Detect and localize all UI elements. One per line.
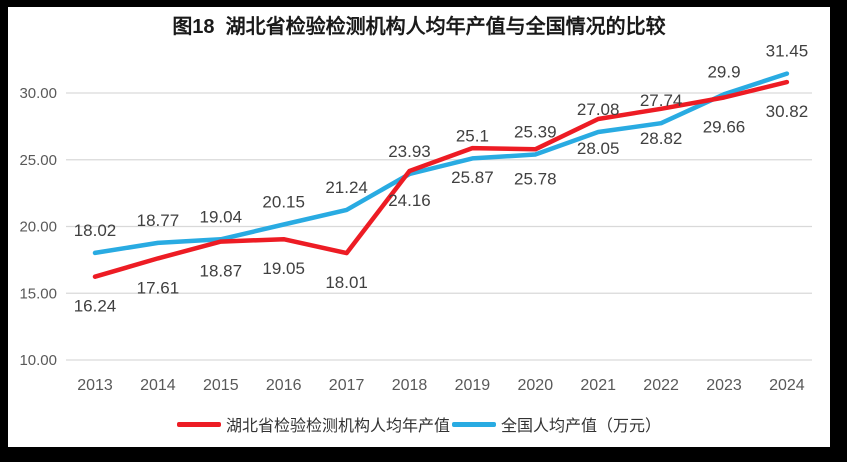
data-label: 18.01 bbox=[325, 273, 368, 292]
x-axis-tick-label: 2020 bbox=[518, 377, 554, 394]
legend-label-national: 全国人均产值（万元） bbox=[501, 418, 662, 435]
data-label: 18.77 bbox=[137, 211, 180, 230]
data-label: 23.93 bbox=[388, 142, 431, 161]
x-axis-tick-label: 2019 bbox=[455, 377, 491, 394]
data-label: 27.74 bbox=[640, 91, 683, 110]
data-label: 25.39 bbox=[514, 123, 557, 142]
x-axis-tick-label: 2016 bbox=[266, 377, 302, 394]
data-label: 29.9 bbox=[707, 62, 740, 81]
x-axis-tick-label: 2024 bbox=[769, 377, 805, 394]
x-axis-tick-label: 2018 bbox=[392, 377, 428, 394]
legend-item-national: 全国人均产值（万元） bbox=[452, 412, 661, 436]
data-label: 16.24 bbox=[74, 297, 117, 316]
data-label: 20.15 bbox=[262, 192, 305, 211]
data-label: 31.45 bbox=[766, 42, 809, 61]
legend-label-hubei: 湖北省检验检测机构人均年产值 bbox=[225, 418, 450, 435]
data-label: 25.87 bbox=[451, 168, 494, 187]
x-axis-tick-label: 2014 bbox=[140, 377, 176, 394]
y-axis-tick-label: 15.00 bbox=[19, 285, 57, 302]
data-label: 30.82 bbox=[766, 102, 809, 121]
data-label: 28.82 bbox=[640, 129, 683, 148]
data-label: 29.66 bbox=[703, 118, 746, 137]
y-axis-tick-label: 10.00 bbox=[19, 352, 57, 369]
data-label: 21.24 bbox=[325, 178, 368, 197]
data-label: 18.02 bbox=[74, 221, 117, 240]
y-axis-tick-label: 20.00 bbox=[19, 219, 57, 236]
data-label: 24.16 bbox=[388, 191, 431, 210]
data-label: 19.05 bbox=[262, 259, 305, 278]
x-axis-tick-label: 2017 bbox=[329, 377, 365, 394]
legend-line-national-icon bbox=[452, 421, 496, 427]
data-label: 18.87 bbox=[200, 262, 243, 281]
data-label: 25.78 bbox=[514, 169, 557, 188]
chart-title: 图18 湖北省检验检测机构人均年产值与全国情况的比较 bbox=[172, 16, 666, 38]
series-line-hubei bbox=[92, 79, 790, 279]
data-label: 25.1 bbox=[456, 126, 489, 145]
data-label: 17.61 bbox=[137, 278, 180, 297]
y-axis-tick-label: 30.00 bbox=[19, 85, 57, 102]
x-axis-tick-label: 2021 bbox=[580, 377, 616, 394]
legend: 湖北省检验检测机构人均年产值 全国人均产值（万元） bbox=[8, 411, 830, 437]
data-label: 28.05 bbox=[577, 139, 620, 158]
legend-item-hubei: 湖北省检验检测机构人均年产值 bbox=[176, 412, 450, 436]
x-axis-tick-label: 2015 bbox=[203, 377, 239, 394]
x-axis-tick-label: 2023 bbox=[706, 377, 742, 394]
data-label: 27.08 bbox=[577, 100, 620, 119]
x-axis-tick-label: 2013 bbox=[77, 377, 113, 394]
legend-line-hubei-icon bbox=[176, 421, 221, 427]
data-label: 19.04 bbox=[200, 207, 243, 226]
x-axis-tick-label: 2022 bbox=[643, 377, 679, 394]
series-line-national bbox=[92, 71, 790, 256]
y-axis-tick-label: 25.00 bbox=[19, 152, 57, 169]
